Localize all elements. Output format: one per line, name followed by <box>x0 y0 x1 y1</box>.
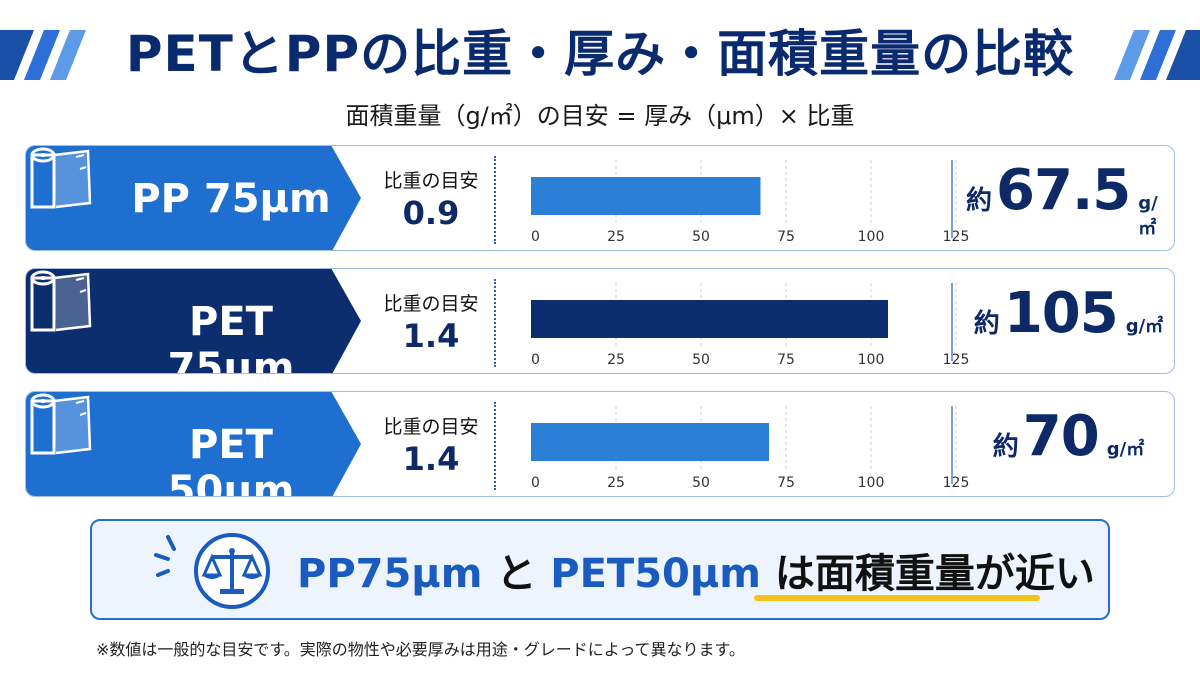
material-tag: PET 50μm <box>26 392 366 497</box>
area-weight-result: 約 105 g/㎡ <box>966 281 1171 361</box>
specific-gravity-label: 比重の目安 <box>383 293 479 315</box>
x-tick-label: 100 <box>858 475 885 491</box>
bar <box>531 300 888 338</box>
tag-shape <box>26 392 361 496</box>
material-label: PET 50μm <box>167 422 295 497</box>
page-title: PETとPPの比重・厚み・面積重量の比較 <box>125 25 1075 83</box>
x-tick-label: 0 <box>531 352 540 368</box>
area-weight-value: 67.5 <box>996 158 1131 223</box>
area-weight-unit: g/㎡ <box>1125 316 1164 337</box>
specific-gravity-value: 0.9 <box>402 194 460 232</box>
x-tick-label: 0 <box>531 475 540 491</box>
conclusion-box: PP75μm と PET50μm は面積重量が近い <box>90 519 1110 620</box>
result-divider <box>951 406 953 484</box>
approx-prefix: 約 <box>966 186 993 216</box>
area-weight-result: 約 67.5 g/㎡ <box>966 158 1171 239</box>
emphasis-lines-icon <box>154 535 176 577</box>
note-part-pp75: PP75μm <box>297 551 483 597</box>
area-weight-value: 70 <box>1022 404 1100 469</box>
result-divider <box>951 283 953 361</box>
specific-gravity-label: 比重の目安 <box>383 170 479 192</box>
x-tick-label: 50 <box>692 352 710 368</box>
x-tick-label: 50 <box>692 229 710 245</box>
note-connector: と <box>482 551 551 597</box>
x-tick-label: 25 <box>607 229 625 245</box>
stripe-decoration-right <box>1114 30 1200 80</box>
bar <box>531 177 761 215</box>
film-roll-icon <box>30 147 92 209</box>
footnote: ※数値は一般的な目安です。実際の物性や必要厚みは用途・グレードによって異なります… <box>96 640 745 659</box>
x-tick-label: 125 <box>943 352 970 368</box>
tag-shape <box>26 146 361 250</box>
x-tick-label: 125 <box>943 229 970 245</box>
area-weight-unit: g/㎡ <box>1106 439 1145 460</box>
approx-prefix: 約 <box>992 432 1019 462</box>
x-tick-label: 50 <box>692 475 710 491</box>
specific-gravity-label: 比重の目安 <box>383 416 479 438</box>
balance-scale-icon <box>194 533 270 609</box>
x-tick-label: 0 <box>531 229 540 245</box>
stripe-decoration-left <box>0 30 86 80</box>
area-weight-unit: g/㎡ <box>1138 193 1158 239</box>
tag-shape <box>26 269 361 373</box>
material-tag: PET 75μm <box>26 269 366 374</box>
specific-gravity-value: 1.4 <box>402 440 460 478</box>
dotted-divider <box>494 402 496 490</box>
material-label: PET 75μm <box>167 299 295 374</box>
film-roll-icon <box>30 270 92 332</box>
highlight-underline <box>754 595 1040 601</box>
x-tick-label: 100 <box>858 352 885 368</box>
material-label: PP 75μm <box>131 176 331 222</box>
note-topic: は <box>760 551 815 597</box>
note-highlight: 面積重量が近い <box>814 551 1095 597</box>
dotted-divider <box>494 156 496 244</box>
x-tick-label: 100 <box>858 229 885 245</box>
approx-prefix: 約 <box>973 309 1000 339</box>
x-tick-label: 25 <box>607 352 625 368</box>
conclusion-text: PP75μm と PET50μm は面積重量が近い <box>297 541 1095 599</box>
dotted-divider <box>494 279 496 367</box>
result-divider <box>951 160 953 238</box>
film-roll-icon <box>30 393 92 455</box>
x-tick-label: 75 <box>777 475 795 491</box>
material-tag: PP 75μm <box>26 146 366 250</box>
x-tick-label: 75 <box>777 229 795 245</box>
x-tick-label: 75 <box>777 352 795 368</box>
note-part-pet50: PET50μm <box>550 551 761 597</box>
area-weight-result: 約 70 g/㎡ <box>966 404 1171 484</box>
specific-gravity-value: 1.4 <box>402 317 460 355</box>
bar <box>531 423 769 461</box>
x-tick-label: 125 <box>943 475 970 491</box>
area-weight-value: 105 <box>1003 281 1119 346</box>
x-tick-label: 25 <box>607 475 625 491</box>
formula-subtitle: 面積重量（g/㎡）の目安 = 厚み（μm）× 比重 <box>345 102 855 130</box>
